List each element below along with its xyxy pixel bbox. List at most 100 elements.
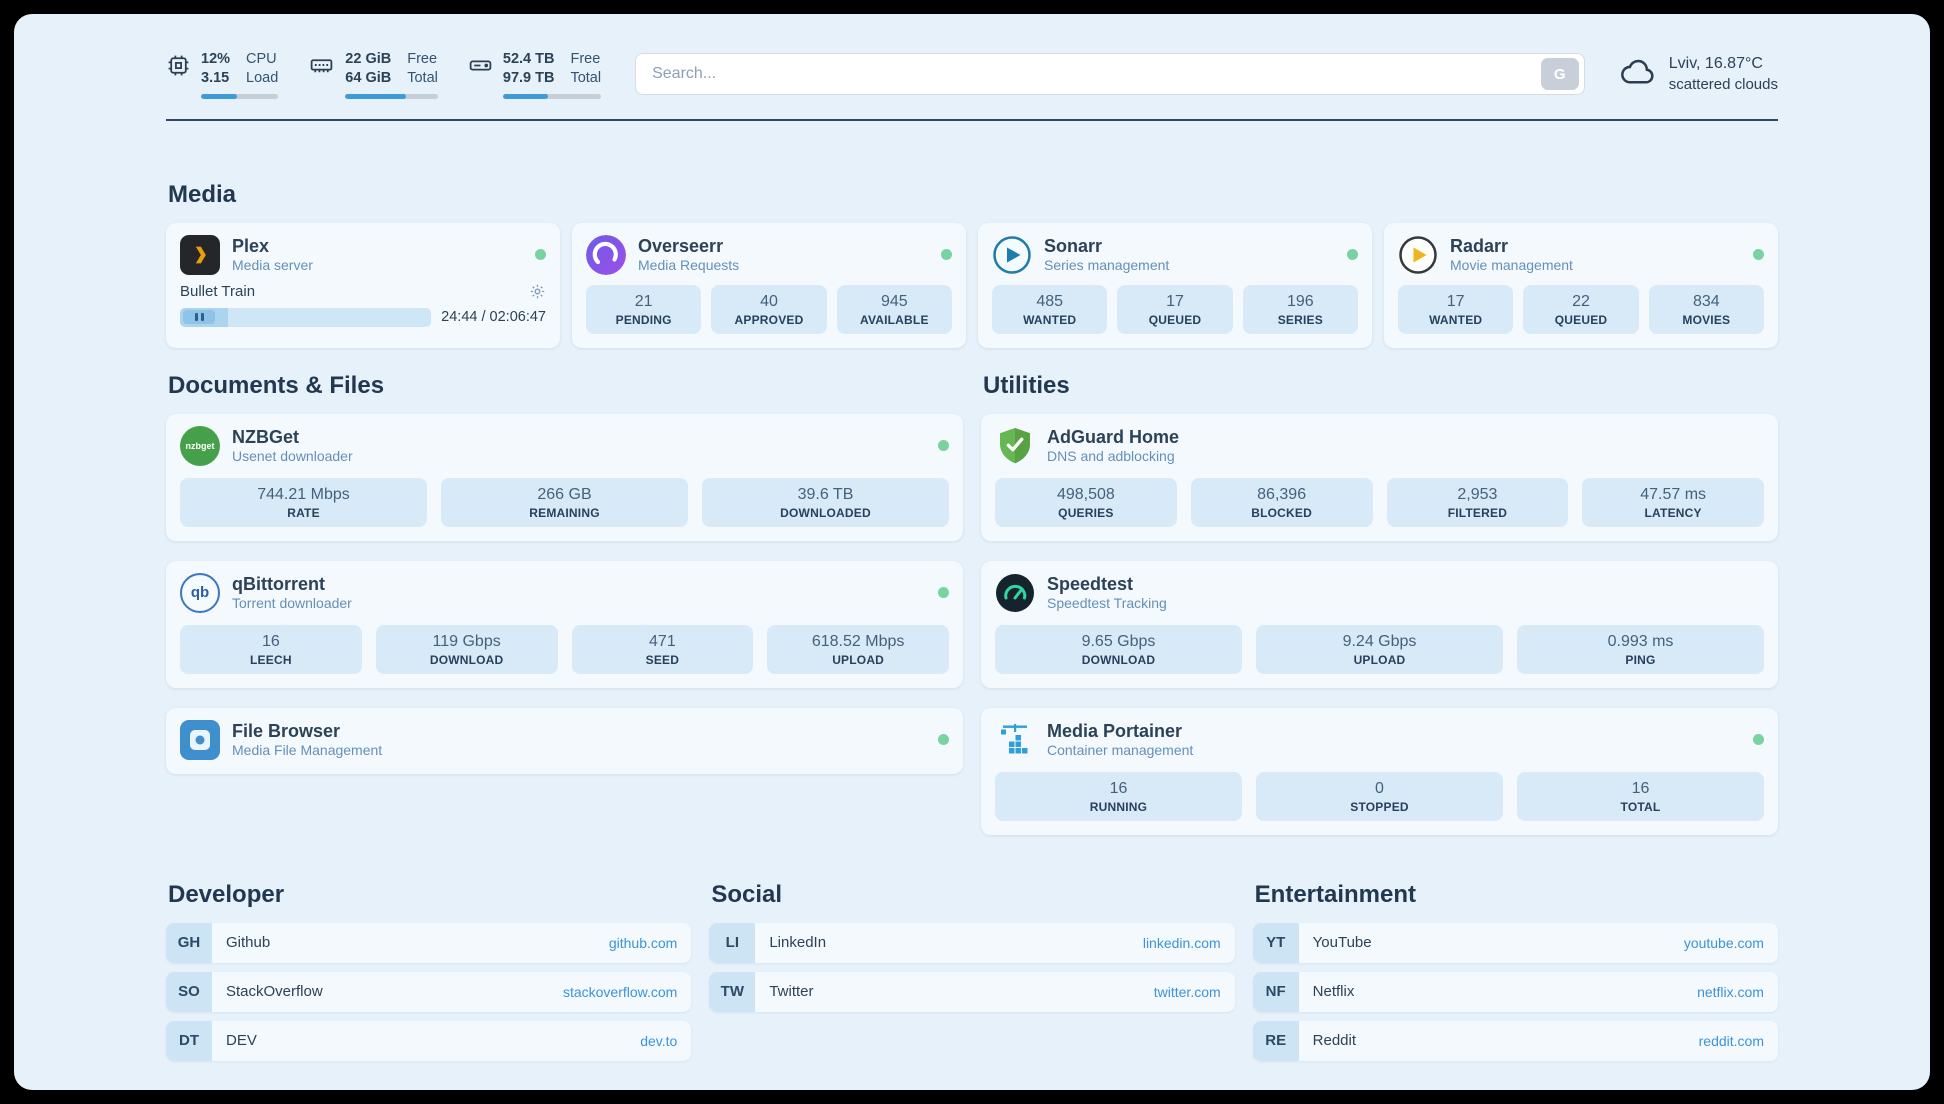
now-playing-widget: Bullet Train 24:44 / xyxy=(180,283,546,327)
bookmark-reddit[interactable]: RE Reddit reddit.com xyxy=(1252,1020,1778,1061)
stat-value: 21 xyxy=(634,292,653,310)
stat-block: 39.6 TB DOWNLOADED xyxy=(702,477,949,527)
now-playing-title: Bullet Train xyxy=(180,282,256,300)
cpu-label-top: CPU xyxy=(246,51,277,67)
stat-label: RATE xyxy=(287,505,320,520)
app-desc: Media Requests xyxy=(638,257,740,274)
app-card-qbittorrent: qb qBittorrent Torrent downloader 16 LEE… xyxy=(166,560,963,688)
adguard-link[interactable]: AdGuard Home DNS and adblocking xyxy=(995,426,1764,466)
stat-value: 9.65 Gbps xyxy=(1081,632,1156,650)
stat-label: QUEUED xyxy=(1148,312,1202,327)
stat-value: 2,953 xyxy=(1457,485,1498,503)
stat-block: 16 RUNNING xyxy=(995,771,1242,821)
stats-row: 498,508 QUERIES 86,396 BLOCKED 2,953 FIL… xyxy=(995,477,1764,527)
stat-label: WANTED xyxy=(1429,312,1483,327)
weather-widget: Lviv, 16.87°C scattered clouds xyxy=(1619,54,1778,94)
stat-block: 196 SERIES xyxy=(1242,284,1358,334)
cpu-usage-bar-fill xyxy=(201,93,238,99)
stat-block: 16 LEECH xyxy=(180,624,362,674)
memory-usage-bar-fill xyxy=(345,93,407,99)
stat-value: 119 Gbps xyxy=(432,632,501,650)
app-card-sonarr: Sonarr Series management 485 WANTED 17 Q… xyxy=(978,222,1372,348)
app-name: AdGuard Home xyxy=(1047,426,1180,447)
memory-label-bottom: Total xyxy=(407,69,438,86)
bookmark-twitter[interactable]: TW Twitter twitter.com xyxy=(709,971,1235,1012)
bookmark-url: linkedin.com xyxy=(1142,934,1221,951)
stats-row: 744.21 Mbps RATE 266 GB REMAINING 39.6 T… xyxy=(180,477,949,527)
app-name: Plex xyxy=(232,235,270,256)
bookmark-url: github.com xyxy=(608,934,678,951)
portainer-link[interactable]: Media Portainer Container management xyxy=(995,720,1764,760)
bookmark-name: StackOverflow xyxy=(226,983,323,1001)
bookmark-abbr: YT xyxy=(1252,922,1299,963)
bookmark-stackoverflow[interactable]: SO StackOverflow stackoverflow.com xyxy=(166,971,692,1012)
stat-value: 39.6 TB xyxy=(797,485,854,503)
stat-block: 2,953 FILTERED xyxy=(1386,477,1569,527)
bookmark-github[interactable]: GH Github github.com xyxy=(166,922,692,963)
stat-label: UPLOAD xyxy=(832,652,885,667)
app-card-filebrowser: File Browser Media File Management xyxy=(166,707,963,774)
disk-free-value: 52.4 TB xyxy=(502,51,555,67)
bookmark-netflix[interactable]: NF Netflix netflix.com xyxy=(1252,971,1778,1012)
nzbget-link[interactable]: nzbget NZBGet Usenet downloader xyxy=(180,425,949,466)
stat-label: UPLOAD xyxy=(1353,652,1406,667)
search-box[interactable]: G xyxy=(635,53,1585,96)
overseerr-link[interactable]: Overseerr Media Requests xyxy=(586,234,952,275)
stat-block: 22 QUEUED xyxy=(1523,284,1639,334)
app-card-overseerr: Overseerr Media Requests 21 PENDING 40 A… xyxy=(572,222,966,348)
nzbget-icon: nzbget xyxy=(180,425,220,466)
filebrowser-link[interactable]: File Browser Media File Management xyxy=(180,719,949,760)
search-input[interactable] xyxy=(652,65,1541,84)
app-card-nzbget: nzbget NZBGet Usenet downloader 744.21 M… xyxy=(166,413,963,541)
app-name: NZBGet xyxy=(232,426,299,447)
stat-block: 9.65 Gbps DOWNLOAD xyxy=(995,624,1242,674)
pause-button[interactable] xyxy=(183,310,215,325)
bookmark-youtube[interactable]: YT YouTube youtube.com xyxy=(1252,922,1778,963)
stat-label: LATENCY xyxy=(1644,505,1702,520)
sonarr-link[interactable]: Sonarr Series management xyxy=(992,235,1358,275)
section-utilities: Utilities AdGuard Home xyxy=(981,372,1778,835)
bookmark-name: Reddit xyxy=(1312,1032,1357,1050)
stat-value: 9.24 Gbps xyxy=(1342,632,1417,650)
cpu-label-bottom: Load xyxy=(246,69,279,86)
gear-icon[interactable] xyxy=(529,283,546,300)
bookmark-url: stackoverflow.com xyxy=(562,983,678,1000)
stat-value: 0 xyxy=(1375,779,1384,797)
status-dot xyxy=(1753,249,1764,261)
cpu-load-value: 3.15 xyxy=(201,69,230,86)
app-desc: Media server xyxy=(232,257,313,274)
stat-value: 47.57 ms xyxy=(1640,485,1707,503)
qbittorrent-link[interactable]: qb qBittorrent Torrent downloader xyxy=(180,572,949,613)
stat-label: AVAILABLE xyxy=(859,312,929,327)
stat-block: 945 AVAILABLE xyxy=(836,284,952,334)
plex-link[interactable]: Plex Media server xyxy=(180,234,546,275)
app-card-adguard: AdGuard Home DNS and adblocking 498,508 … xyxy=(981,413,1778,541)
stat-label: FILTERED xyxy=(1447,505,1508,520)
stat-value: 471 xyxy=(649,632,676,650)
stat-label: QUERIES xyxy=(1058,505,1114,520)
status-dot xyxy=(941,249,952,261)
stat-label: PING xyxy=(1625,652,1656,667)
filebrowser-icon xyxy=(180,719,220,760)
cpu-usage-value: 12% xyxy=(201,51,231,67)
speedtest-link[interactable]: Speedtest Speedtest Tracking xyxy=(995,573,1764,613)
bookmark-dev[interactable]: DT DEV dev.to xyxy=(166,1020,692,1061)
playback-progress-bar[interactable] xyxy=(180,307,432,327)
portainer-icon xyxy=(995,720,1035,760)
app-card-radarr: Radarr Movie management 17 WANTED 22 QUE… xyxy=(1384,222,1778,348)
bookmark-name: YouTube xyxy=(1312,934,1372,952)
section-title-utilities: Utilities xyxy=(983,371,1070,399)
stats-row: 17 WANTED 22 QUEUED 834 MOVIES xyxy=(1398,284,1764,334)
app-name: Sonarr xyxy=(1044,235,1103,256)
bookmark-name: Twitter xyxy=(769,983,814,1001)
app-desc: Movie management xyxy=(1450,257,1573,274)
app-card-portainer: Media Portainer Container management 16 … xyxy=(981,707,1778,835)
stat-block: 266 GB REMAINING xyxy=(441,477,688,527)
stat-label: TOTAL xyxy=(1620,799,1661,814)
search-provider-button[interactable]: G xyxy=(1540,58,1579,91)
bookmark-linkedin[interactable]: LI LinkedIn linkedin.com xyxy=(709,922,1235,963)
app-desc: Container management xyxy=(1047,742,1194,759)
radarr-link[interactable]: Radarr Movie management xyxy=(1398,235,1764,275)
stat-value: 834 xyxy=(1692,292,1720,310)
section-title-social: Social xyxy=(711,880,783,908)
